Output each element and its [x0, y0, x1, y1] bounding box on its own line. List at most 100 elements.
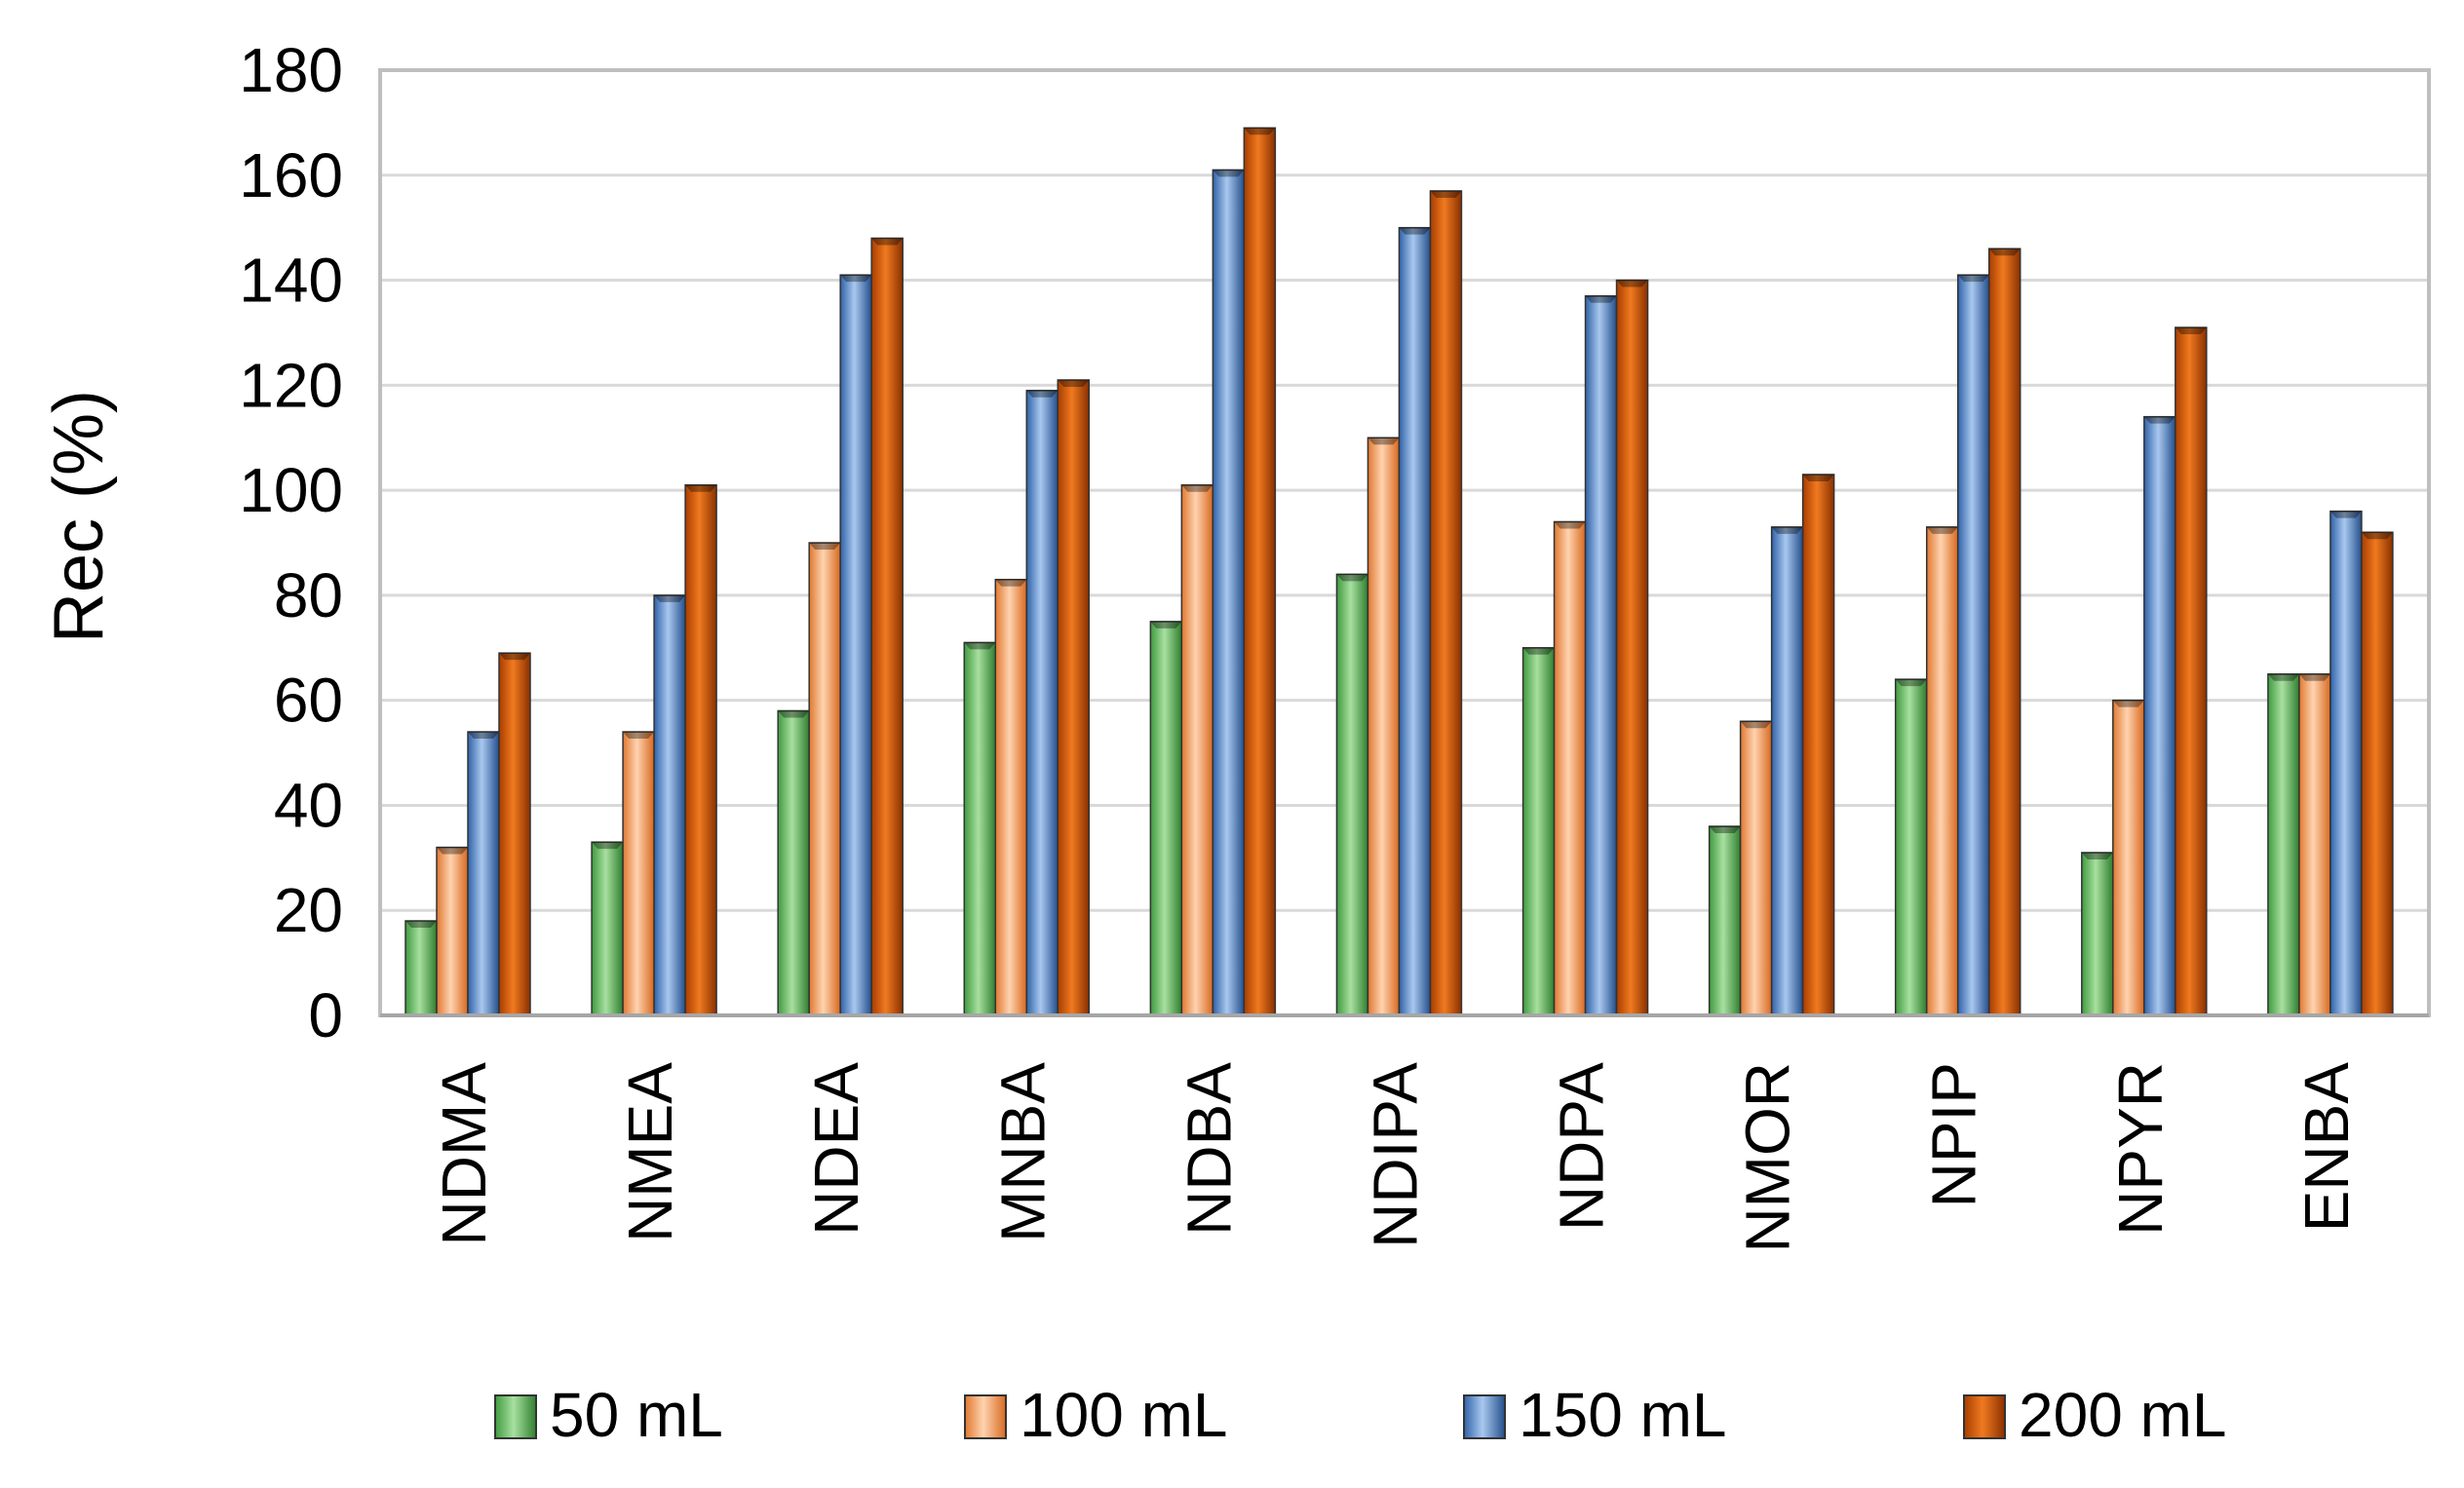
- bar-bevel: [809, 543, 841, 550]
- legend-label: 50 mL: [550, 1380, 723, 1450]
- bar: [1987, 248, 2021, 1016]
- y-tick-label: 0: [308, 980, 343, 1050]
- bar: [1801, 474, 1835, 1016]
- x-tick-label: NDBA: [1174, 1062, 1244, 1236]
- bar-bevel: [1058, 379, 1090, 387]
- y-tick-label: 60: [274, 666, 343, 736]
- bar-bevel: [1244, 128, 1276, 135]
- bar-bevel: [654, 594, 686, 602]
- bar: [1894, 678, 1928, 1016]
- bar: [1057, 379, 1091, 1016]
- bar-bevel: [623, 732, 655, 739]
- bar: [467, 731, 500, 1016]
- bar: [994, 578, 1028, 1016]
- bar: [2175, 326, 2208, 1016]
- bar-bevel: [2143, 416, 2175, 424]
- bar-bevel: [437, 847, 468, 855]
- y-tick-labels: 0 20 40 60 80 100 120 140 160 180: [239, 35, 343, 1050]
- legend-swatch: [1963, 1394, 2006, 1439]
- bar-bevel: [1957, 275, 1989, 283]
- bar: [1025, 389, 1059, 1016]
- x-tick-label: MNBA: [987, 1062, 1058, 1242]
- bar: [808, 542, 841, 1016]
- bar: [1708, 825, 1742, 1016]
- y-tick-label: 80: [274, 560, 343, 630]
- y-tick-label: 100: [239, 455, 343, 525]
- y-tick-label: 40: [274, 770, 343, 840]
- bar: [1335, 573, 1369, 1016]
- bar-bevel: [1988, 248, 2021, 256]
- bar: [622, 731, 655, 1016]
- bar: [777, 709, 810, 1016]
- bar-bevel: [1709, 826, 1741, 833]
- bar: [1956, 274, 1990, 1016]
- bar-bevel: [871, 238, 904, 246]
- y-axis-title: Rec (%): [40, 390, 118, 643]
- legend-label: 100 mL: [1020, 1380, 1227, 1450]
- x-tick-label: NMOR: [1733, 1062, 1803, 1253]
- bar-bevel: [2112, 700, 2144, 707]
- bar: [1553, 520, 1587, 1016]
- bar-bevel: [685, 484, 717, 492]
- bar-bevel: [1740, 721, 1772, 729]
- bar: [1429, 190, 1463, 1016]
- bar: [963, 641, 997, 1016]
- bar-bevel: [499, 653, 530, 661]
- x-tick-label: NDPA: [1547, 1062, 1617, 1231]
- bar: [653, 594, 686, 1016]
- bar: [2112, 699, 2145, 1016]
- y-tick-label: 140: [239, 246, 343, 316]
- bar: [1584, 294, 1618, 1016]
- bar-bevel: [468, 732, 499, 739]
- bar: [839, 274, 872, 1016]
- bar-bevel: [1026, 390, 1059, 398]
- bar: [2329, 510, 2363, 1016]
- bar-bevel: [778, 710, 810, 718]
- bar: [2267, 672, 2300, 1016]
- legend: 50 mL 100 mL 150 mL 200 mL: [494, 1380, 2226, 1450]
- y-tick-label: 20: [274, 875, 343, 945]
- bar-bevel: [1336, 574, 1368, 582]
- x-tick-label: NDMA: [429, 1062, 499, 1246]
- legend-label: 200 mL: [2019, 1380, 2226, 1450]
- bar: [2298, 672, 2331, 1016]
- bar-bevel: [1150, 621, 1182, 629]
- x-tick-labels: NDMA NMEA NDEA MNBA NDBA NDIPA NDPA NMOR NPIP NPY…: [429, 1062, 2362, 1253]
- bar: [1925, 526, 1959, 1016]
- legend-label: 150 mL: [1519, 1380, 1726, 1450]
- y-tick-label: 160: [239, 140, 343, 210]
- bar-bevel: [1802, 474, 1834, 481]
- bar-bevel: [1926, 526, 1958, 534]
- bar: [2081, 852, 2114, 1016]
- y-tick-label: 120: [239, 350, 343, 420]
- bar-bevel: [1430, 190, 1462, 198]
- bar-bevel: [2298, 673, 2330, 681]
- bar-bevel: [964, 642, 996, 650]
- bar: [436, 846, 469, 1016]
- bar-bevel: [1895, 679, 1927, 687]
- bar-bevel: [995, 579, 1027, 587]
- bar: [591, 841, 624, 1016]
- x-tick-label: NMEA: [615, 1062, 685, 1242]
- bar-bevel: [2175, 327, 2207, 335]
- y-tick-label: 180: [239, 35, 343, 105]
- bar-bevel: [1367, 438, 1400, 445]
- bar-bevel: [2267, 673, 2299, 681]
- bar: [1212, 169, 1246, 1016]
- legend-swatch: [1463, 1394, 1506, 1439]
- bar-bevel: [1616, 280, 1648, 287]
- bar: [1398, 226, 1432, 1016]
- bar-bevel: [592, 842, 624, 850]
- bar: [404, 920, 438, 1016]
- bar-bevel: [1771, 526, 1803, 534]
- bar-bevel: [2329, 511, 2362, 518]
- legend-swatch: [964, 1394, 1007, 1439]
- x-tick-label: NPIP: [1919, 1062, 1989, 1207]
- bar: [1149, 621, 1183, 1016]
- bar-bevel: [2361, 532, 2393, 540]
- bar: [1243, 127, 1277, 1016]
- bar-bevel: [405, 921, 437, 928]
- x-tick-label: NPYR: [2105, 1062, 2175, 1236]
- bars: [404, 127, 2394, 1016]
